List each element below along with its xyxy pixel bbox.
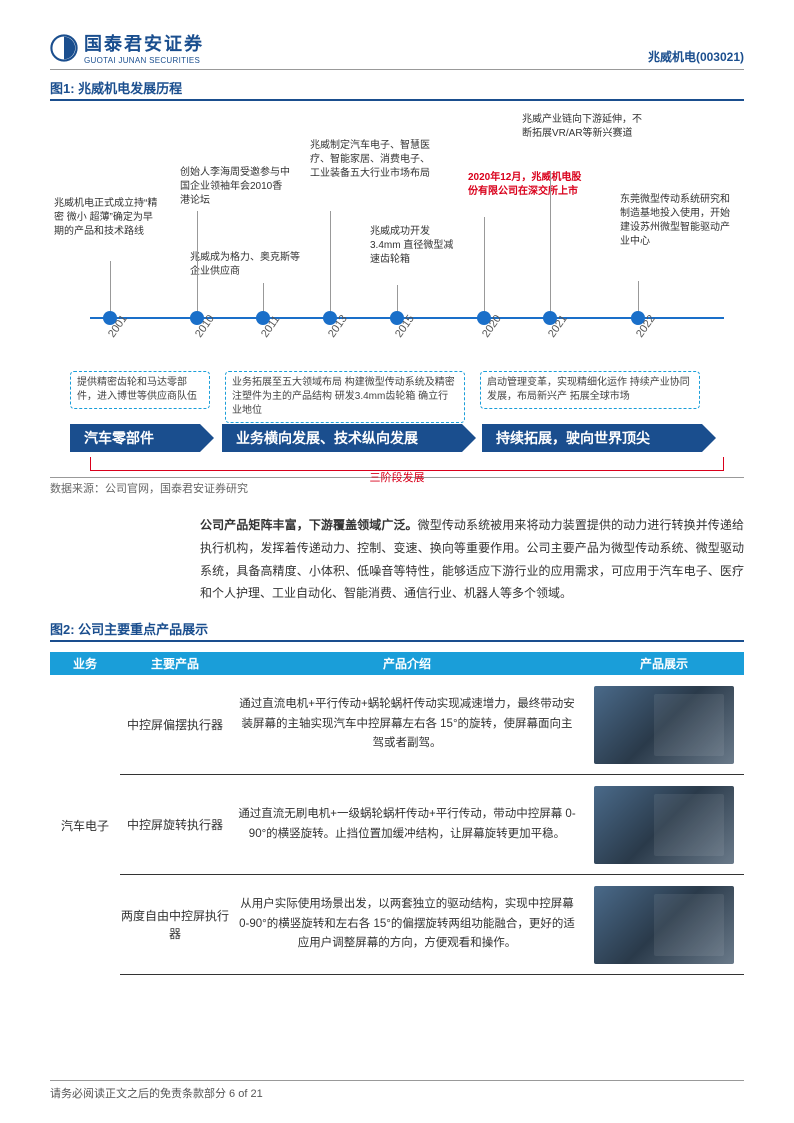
company-name-cn: 国泰君安证券 <box>84 30 204 56</box>
timeline-note-2001: 兆威机电正式成立持“精密 微小 超薄”确定为早期的产品和技术路线 <box>54 197 162 239</box>
stage1-arrow: 汽车零部件 <box>70 424 200 452</box>
timeline-note-2010: 创始人李海周受邀参与中国企业领袖年会2010香港论坛 <box>180 166 290 208</box>
product-name: 中控屏旋转执行器 <box>120 816 230 834</box>
col-header-prod: 主要产品 <box>120 652 230 675</box>
timeline-note-2021: 兆威产业链向下游延伸，不断拓展VR/AR等新兴赛道 <box>522 113 642 141</box>
product-image-placeholder <box>594 886 734 964</box>
timeline-note-2020: 2020年12月，兆威机电股份有限公司在深交所上市 <box>468 171 588 199</box>
page-footer: 请务必阅读正文之后的免责条款部分 6 of 21 <box>50 1080 744 1101</box>
stage-bracket-label: 三阶段发展 <box>50 469 744 485</box>
figure2-header-row: 业务 主要产品 产品介绍 产品展示 <box>50 652 744 675</box>
timeline-note-2015: 兆威成功开发 3.4mm 直径微型减速齿轮箱 <box>370 225 460 267</box>
stage2-desc: 业务拓展至五大领域布局 构建微型传动系统及精密注塑件为主的产品结构 研发3.4m… <box>225 371 465 423</box>
col-header-img: 产品展示 <box>584 652 744 675</box>
product-image-placeholder <box>594 786 734 864</box>
table-row: 中控屏旋转执行器 通过直流无刷电机+一级蜗轮蜗杆传动+平行传动，带动中控屏幕 0… <box>120 775 744 875</box>
product-name: 两度自由中控屏执行器 <box>120 907 230 943</box>
table-row: 两度自由中控屏执行器 从用户实际使用场景出发，以两套独立的驱动结构，实现中控屏幕… <box>120 875 744 975</box>
figure1-title: 图1: 兆威机电发展历程 <box>50 78 744 101</box>
company-logo-icon <box>50 34 78 62</box>
biz-category-cell: 汽车电子 <box>50 675 120 975</box>
product-image-placeholder <box>594 686 734 764</box>
figure2-title: 图2: 公司主要重点产品展示 <box>50 619 744 642</box>
body-paragraph: 公司产品矩阵丰富，下游覆盖领域广泛。微型传动系统被用来将动力装置提供的动力进行转… <box>200 514 744 605</box>
figure1-timeline: 兆威机电正式成立持“精密 微小 超薄”确定为早期的产品和技术路线 创始人李海周受… <box>50 111 744 471</box>
timeline-note-2013: 兆威制定汽车电子、智慧医疗、智能家居、消费电子、工业装备五大行业市场布局 <box>310 139 430 181</box>
timeline-note-2011: 兆威成为格力、奥克斯等企业供应商 <box>190 251 300 279</box>
stage1-desc: 提供精密齿轮和马达零部件，进入博世等供应商队伍 <box>70 371 210 409</box>
page-header: 国泰君安证券 GUOTAI JUNAN SECURITIES 兆威机电(0030… <box>50 30 744 70</box>
product-name: 中控屏偏摆执行器 <box>120 716 230 734</box>
logo-block: 国泰君安证券 GUOTAI JUNAN SECURITIES <box>50 30 204 65</box>
stage3-desc: 启动管理变革，实现精细化运作 持续产业协同发展，布局新兴产 拓展全球市场 <box>480 371 700 409</box>
table-row: 中控屏偏摆执行器 通过直流电机+平行传动+蜗轮蜗杆传动实现减速增力，最终带动安装… <box>120 675 744 775</box>
stage2-arrow: 业务横向发展、技术纵向发展 <box>222 424 462 452</box>
col-header-desc: 产品介绍 <box>230 652 584 675</box>
para-lead-bold: 公司产品矩阵丰富，下游覆盖领域广泛。 <box>200 518 418 532</box>
col-header-biz: 业务 <box>50 652 120 675</box>
stage3-arrow: 持续拓展，驶向世界顶尖 <box>482 424 702 452</box>
product-desc: 从用户实际使用场景出发，以两套独立的驱动结构，实现中控屏幕 0-90°的横竖旋转… <box>230 887 584 962</box>
stock-code: 兆威机电(003021) <box>648 48 744 65</box>
figure2-body: 汽车电子 中控屏偏摆执行器 通过直流电机+平行传动+蜗轮蜗杆传动实现减速增力，最… <box>50 675 744 975</box>
timeline-note-2022: 东莞微型传动系统研究和制造基地投入使用，开始建设苏州微型智能驱动产业中心 <box>620 193 738 249</box>
company-name-en: GUOTAI JUNAN SECURITIES <box>84 56 204 65</box>
product-desc: 通过直流无刷电机+一级蜗轮蜗杆传动+平行传动，带动中控屏幕 0-90°的横竖旋转… <box>230 797 584 852</box>
product-desc: 通过直流电机+平行传动+蜗轮蜗杆传动实现减速增力，最终带动安装屏幕的主轴实现汽车… <box>230 687 584 762</box>
